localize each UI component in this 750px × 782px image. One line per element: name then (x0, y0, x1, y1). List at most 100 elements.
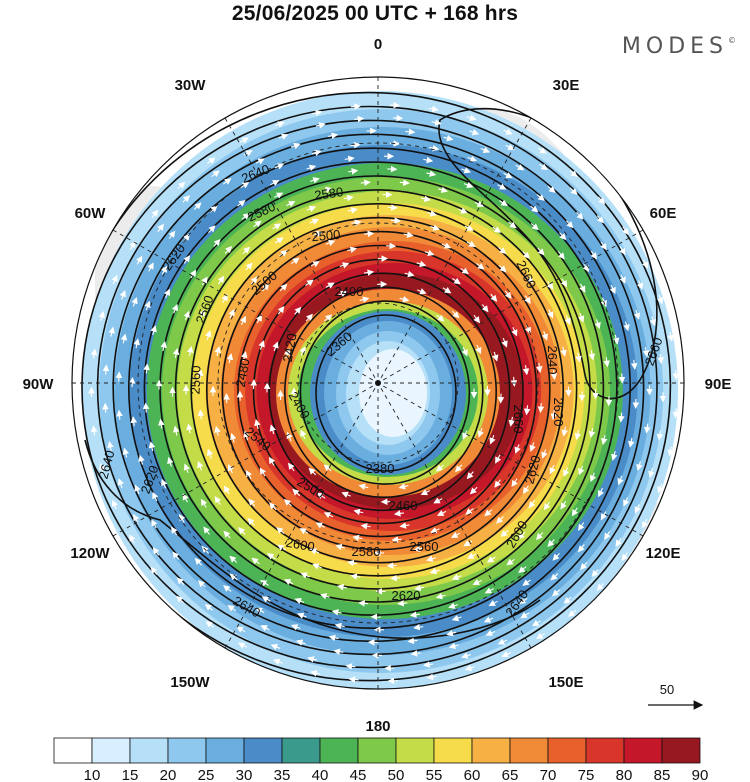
wind-arrow (603, 357, 610, 368)
wind-arrow (312, 563, 322, 570)
wind-arrow (328, 634, 339, 642)
wind-arrow (505, 143, 515, 150)
wind-arrow (451, 614, 462, 622)
wind-arrow (500, 529, 509, 537)
wind-arrow (618, 373, 626, 384)
wind-arrow (458, 207, 468, 214)
longitude-label: 150W (170, 674, 210, 691)
height-contour (315, 314, 457, 472)
colorbar-swatch (53, 737, 93, 764)
wind-arrow (634, 504, 641, 514)
wind-arrow (240, 182, 250, 189)
wind-arrow (549, 464, 556, 475)
wind-arrow (358, 600, 369, 607)
wind-arrow (636, 461, 643, 471)
colorbar-swatch (623, 737, 663, 764)
wind-arrow (255, 314, 263, 324)
wind-arrow (480, 146, 491, 153)
wind-arrow (623, 497, 630, 507)
wind-arrow (353, 508, 364, 516)
wind-arrow (550, 573, 559, 581)
wind-arrow (133, 338, 141, 349)
wind-arrow (160, 340, 167, 351)
wind-arrow (656, 430, 664, 441)
wind-arrow (311, 149, 322, 157)
wind-vectors (88, 101, 680, 685)
wind-arrow (324, 314, 333, 322)
wind-arrow (102, 402, 109, 413)
wind-arrow (343, 194, 354, 202)
wind-arrow (197, 369, 204, 380)
wind-arrow (503, 172, 513, 179)
wind-arrow (510, 376, 518, 387)
wind-arrow (239, 137, 249, 144)
wind-arrow (399, 295, 410, 303)
contour-label-text: 2660 (511, 405, 526, 434)
wind-arrow (223, 585, 232, 592)
wind-arrow (619, 274, 626, 284)
wind-arrow (111, 499, 118, 510)
wind-arrow (229, 573, 238, 581)
wind-arrow (150, 325, 157, 336)
wind-arrow (672, 408, 680, 419)
wind-arrow (268, 456, 276, 466)
wind-arrow (495, 454, 502, 464)
wind-arrow (197, 461, 204, 471)
contour-label: 2580 (352, 544, 381, 559)
wind-arrow (310, 670, 321, 677)
wind-arrow (398, 483, 409, 490)
wind-arrow (208, 225, 216, 233)
south-pole-marker (375, 380, 381, 386)
wind-arrow (277, 544, 287, 551)
wind-arrow (98, 463, 106, 473)
wind-arrow (207, 157, 216, 165)
wind-arrow (307, 656, 318, 663)
wind-arrow (261, 596, 271, 603)
wind-arrow (563, 467, 570, 477)
wind-arrow (452, 277, 461, 285)
colorbar-tick-label: 75 (578, 767, 595, 782)
wind-arrow (494, 479, 501, 488)
colorbar-tick-label: 70 (540, 767, 557, 782)
wind-arrow (186, 345, 194, 356)
wind-arrow (523, 405, 531, 416)
wind-arrow (472, 578, 482, 585)
longitude-label: 180 (365, 718, 390, 735)
wind-arrow (274, 192, 284, 199)
colorbar-tick-label: 50 (388, 767, 405, 782)
wind-arrow (291, 257, 300, 265)
wind-arrow (619, 246, 626, 256)
contour-label-text: 2420 (280, 332, 300, 363)
wind-arrow (122, 447, 130, 458)
wind-arrow (228, 309, 235, 319)
wind-arrow (469, 486, 478, 495)
longitude-label: 30E (553, 77, 580, 94)
wind-arrow (438, 186, 448, 193)
wind-arrow (335, 543, 346, 551)
wind-arrow (161, 478, 168, 489)
wind-arrow (247, 517, 255, 526)
wind-arrow (258, 340, 265, 350)
wind-arrow (428, 105, 439, 113)
wind-arrow (492, 351, 499, 362)
wind-arrow (568, 610, 577, 617)
wind-arrow (242, 246, 251, 255)
contour-label-text: 2620 (392, 588, 421, 603)
wind-arrow (90, 348, 98, 359)
wind-arrow (441, 242, 452, 249)
wind-arrow (473, 314, 481, 324)
reference-vector-label: 50 (660, 682, 674, 697)
colorbar-swatch (471, 737, 511, 764)
wind-arrow (617, 475, 624, 486)
wind-arrow (423, 156, 434, 164)
wind-arrow (476, 263, 485, 270)
wind-arrow (604, 531, 611, 540)
wind-arrow (539, 163, 548, 171)
wind-arrow (492, 226, 502, 233)
wind-arrow (571, 507, 579, 517)
colorbar-tick-label: 25 (198, 767, 215, 782)
longitude-label: 150E (548, 674, 583, 691)
wind-arrow (541, 449, 548, 459)
contour-label: 2640 (545, 346, 560, 375)
wind-arrow (350, 573, 361, 580)
